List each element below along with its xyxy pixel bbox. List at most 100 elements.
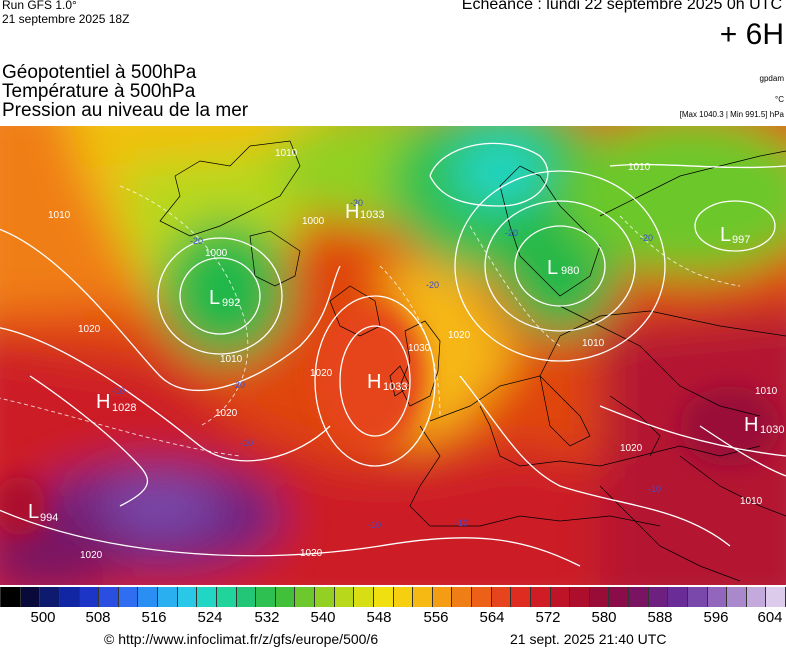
isobar-label: 1010: [582, 338, 605, 349]
isotherm-labels: -10 -20 -20 -20 -10 -10 -10 -10 -20 -20 …: [112, 198, 661, 530]
color-scale-swatch: [334, 587, 355, 607]
color-scale-swatch: [746, 587, 767, 607]
field-temperature-title: Température à 500hPa: [2, 81, 196, 102]
coastlines: [159, 140, 786, 582]
color-scale-swatch: [138, 587, 158, 607]
scale-label: 572: [535, 609, 561, 626]
color-scale-swatch: [687, 587, 708, 607]
field-geopotential-title: Géopotentiel à 500hPa: [2, 62, 197, 83]
pressure-center-value: 980: [561, 265, 579, 277]
scale-label: 540: [310, 609, 336, 626]
isotherm-label: -20: [426, 280, 439, 290]
isobar-label: 1020: [310, 368, 333, 379]
isotherm-label: -30: [350, 198, 363, 208]
scale-label: 604: [757, 609, 783, 626]
pressure-center-value: 1028: [112, 402, 136, 414]
color-scale-swatch: [99, 587, 119, 607]
scale-label: 556: [423, 609, 449, 626]
weather-map-svg: 1010 1000 1010 1020 1020 1020 1030 1010 …: [0, 126, 786, 585]
color-scale-swatch: [158, 587, 178, 607]
isobar-label: 1020: [620, 443, 643, 454]
pressure-center-type: L: [28, 501, 39, 523]
color-scale-swatch: [629, 587, 649, 607]
isobar-label: 1010: [275, 148, 298, 159]
geopotential-unit: gpdam: [759, 74, 784, 83]
isobar-label: 1020: [80, 550, 103, 561]
color-scale-swatch: [511, 587, 531, 607]
isobars: [0, 142, 786, 567]
pressure-center-type: H: [367, 371, 381, 393]
isotherm-label: -10: [240, 438, 253, 448]
isotherm-label: -20: [190, 236, 203, 246]
pressure-center-value: 1033: [360, 209, 384, 221]
isobar-label: 1010: [740, 496, 763, 507]
color-scale-swatch: [393, 587, 414, 607]
isotherms: [0, 185, 741, 457]
color-scale-swatch: [177, 587, 198, 607]
isotherm-label: -20: [505, 228, 518, 238]
isobar-label: 1030: [408, 343, 431, 354]
color-scale-swatch: [197, 587, 217, 607]
geopotential-detail: [0, 306, 780, 536]
color-scale-swatch: [609, 587, 629, 607]
color-scale-swatch: [707, 587, 728, 607]
isobar-label: 1010: [628, 162, 651, 173]
field-pressure-title: Pression au niveau de la mer: [2, 100, 249, 121]
color-scale-swatch: [432, 587, 453, 607]
isotherm-label: -10: [455, 518, 468, 528]
isobar-label: 1020: [300, 548, 323, 559]
color-scale-swatch: [0, 587, 21, 607]
scale-label: 588: [647, 609, 673, 626]
isotherm-label: -10: [648, 484, 661, 494]
scale-label: 508: [85, 609, 111, 626]
isobar-label: 1010: [48, 210, 71, 221]
lead-time: + 6H: [719, 18, 784, 51]
color-scale-swatch: [373, 587, 394, 607]
color-scale-swatch: [530, 587, 551, 607]
pressure-center-type: L: [209, 287, 220, 309]
color-scale-bar: [0, 587, 786, 607]
color-scale-swatch: [452, 587, 472, 607]
color-scale-swatch: [256, 587, 276, 607]
pressure-center-value: 994: [40, 512, 58, 524]
color-scale-swatch: [472, 587, 492, 607]
scale-label: 524: [197, 609, 223, 626]
color-scale-swatch: [236, 587, 257, 607]
scale-label: 548: [366, 609, 392, 626]
color-scale-swatch: [118, 587, 139, 607]
scale-label: 516: [141, 609, 167, 626]
isotherm-label: -10: [368, 520, 381, 530]
color-scale-swatch: [550, 587, 571, 607]
color-scale-labels: 500 508 516 524 532 540 548 556 564 572 …: [0, 609, 786, 629]
color-scale-swatch: [354, 587, 374, 607]
pressure-center-type: L: [547, 257, 558, 279]
color-scale-swatch: [275, 587, 296, 607]
color-scale-swatch: [413, 587, 433, 607]
scale-label: 564: [479, 609, 505, 626]
color-scale-swatch: [79, 587, 100, 607]
isotherm-label: -20: [232, 380, 245, 390]
pressure-center-value: 1033: [383, 381, 407, 393]
color-scale-swatch: [295, 587, 315, 607]
pressure-center-value: 1030: [760, 424, 784, 436]
color-scale-swatch: [668, 587, 688, 607]
scale-label: 596: [703, 609, 729, 626]
pressure-centers: L 992 H 1033 H 1028 L 994 L 980 L 997 H …: [28, 201, 784, 524]
color-scale-swatch: [20, 587, 41, 607]
pressure-range: [Max 1040.3 | Min 991.5] hPa: [679, 110, 784, 119]
color-scale-swatch: [766, 587, 786, 607]
run-label: Run GFS 1.0°: [2, 0, 77, 12]
color-scale-swatch: [570, 587, 590, 607]
pressure-center-value: 992: [222, 297, 240, 309]
pressure-center-type: L: [720, 224, 731, 246]
isobar-labels: 1010 1000 1010 1020 1020 1020 1030 1010 …: [48, 148, 778, 561]
isobar-label: 1010: [220, 354, 243, 365]
geopotential-shading: [0, 126, 786, 585]
isotherm-label: -10: [112, 386, 125, 396]
pressure-center-type: H: [345, 201, 359, 223]
color-scale-swatch: [40, 587, 60, 607]
color-scale-swatch: [216, 587, 237, 607]
color-scale-swatch: [727, 587, 747, 607]
weather-map: 1010 1000 1010 1020 1020 1020 1030 1010 …: [0, 126, 786, 585]
source-credit: © http://www.infoclimat.fr/z/gfs/europe/…: [104, 631, 379, 647]
